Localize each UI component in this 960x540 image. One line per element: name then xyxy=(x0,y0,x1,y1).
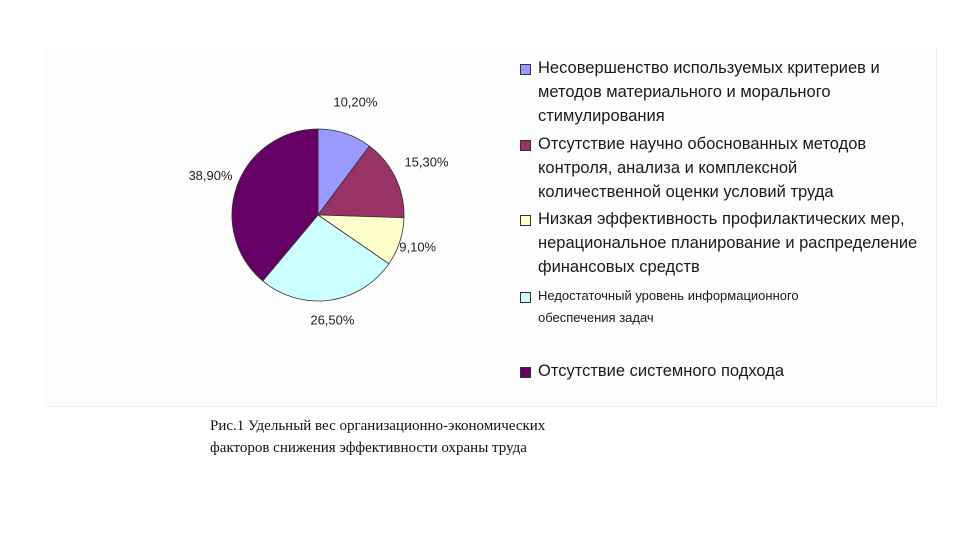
legend-swatch xyxy=(520,292,531,303)
slice-data-label: 9,10% xyxy=(399,240,436,255)
slice-data-label: 10,20% xyxy=(333,94,378,109)
slice-data-label: 38,90% xyxy=(188,168,233,183)
legend-label: Отсутствие системного подхода xyxy=(538,362,785,380)
legend-label: Низкая эффективность профилактических ме… xyxy=(538,210,918,276)
pie-slice xyxy=(317,145,405,219)
pie-slice xyxy=(231,128,319,282)
legend-label: Отсутствие научно обоснованных методов к… xyxy=(538,135,867,201)
pie-chart: 10,20% 15,30% 9,10% 26,50% 38,90% xyxy=(188,94,449,328)
figure-caption: Рис.1 Удельный вес организационно-эконом… xyxy=(210,415,640,459)
chart-area: 10,20% 15,30% 9,10% 26,50% 38,90% Несовершен… xyxy=(44,46,937,407)
legend-label: Несовершенство используемых критериев и … xyxy=(538,59,880,125)
caption-line-2: факторов снижения эффективности охраны т… xyxy=(210,440,527,456)
slice-data-label: 15,30% xyxy=(404,155,449,170)
caption-line-1: Рис.1 Удельный вес организационно-эконом… xyxy=(210,418,546,434)
legend-swatch xyxy=(520,367,531,378)
legend-swatch xyxy=(520,215,531,226)
pie-slice xyxy=(262,214,390,302)
legend-swatch xyxy=(520,64,531,75)
slice-data-label: 26,50% xyxy=(310,313,355,328)
legend-swatch xyxy=(520,140,531,151)
legend-label: Недостаточный уровень информационного об… xyxy=(538,288,799,325)
